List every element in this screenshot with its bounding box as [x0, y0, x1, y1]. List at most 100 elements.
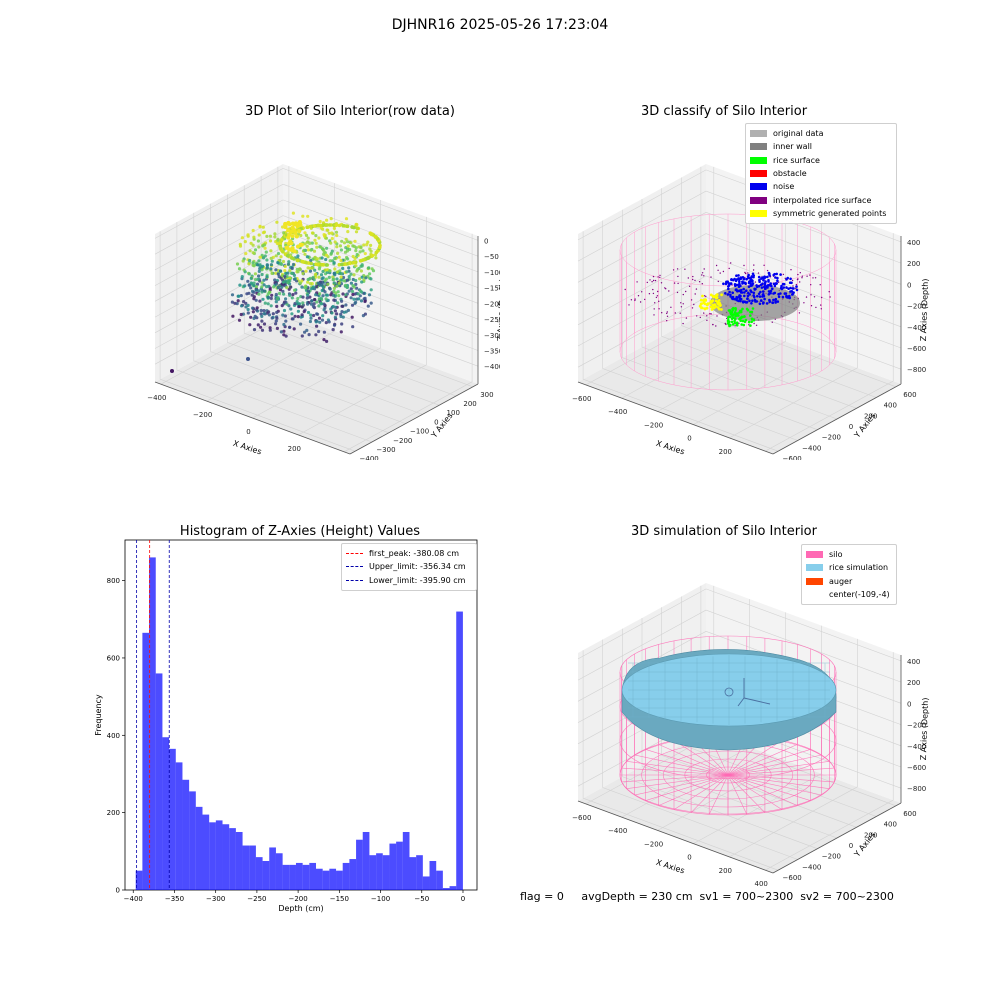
cls-z-gridline	[577, 190, 902, 264]
simulation-3d-plot: −600−400−2000200400−600−400−200020040060…	[572, 583, 930, 888]
raw-data-point	[340, 262, 344, 267]
raw-data-point	[358, 294, 362, 298]
sim-center-marker	[724, 687, 734, 697]
hist-bar	[295, 862, 303, 890]
cls-interpolated-point	[701, 272, 704, 274]
raw-data-point	[275, 220, 279, 224]
raw-data-point	[254, 285, 258, 289]
cls-rice-surface-point	[727, 316, 730, 319]
cls-interpolated-point	[805, 296, 808, 298]
cls-interpolated-point	[748, 324, 750, 326]
raw-data-point	[260, 281, 264, 285]
cls-interpolated-point	[710, 313, 712, 315]
raw-data-point	[322, 330, 326, 334]
raw-data-point	[354, 282, 358, 286]
raw-z-gridline	[154, 230, 479, 304]
raw-data-point	[373, 234, 378, 239]
raw-data-point	[331, 278, 335, 282]
raw-data-point	[314, 293, 318, 297]
raw-data-point	[288, 239, 293, 244]
cls-interpolated-point	[715, 264, 718, 267]
cls-interpolated-point	[694, 279, 696, 282]
cls-y-tick-label: 200	[864, 412, 877, 420]
cls-interpolated-point	[812, 277, 814, 279]
cls-noise-point	[777, 292, 780, 296]
raw-data-point	[285, 274, 289, 279]
raw-data-point	[355, 269, 359, 273]
raw-data-point	[309, 313, 313, 317]
sim-silo-floor-spoke	[645, 774, 729, 801]
raw-data-point	[334, 230, 339, 234]
cls-noise-point	[743, 294, 746, 298]
raw-data-point	[305, 255, 309, 259]
cls-rice-surface-point	[740, 315, 744, 319]
raw-data-point	[350, 225, 355, 229]
raw-data-point	[370, 232, 374, 236]
raw-data-point	[279, 255, 283, 259]
hist-bar	[369, 855, 377, 890]
raw-data-point	[354, 278, 358, 283]
sim-silo-floor-spoke	[634, 754, 729, 776]
cls-interpolated-point	[814, 277, 817, 279]
raw-data-point	[327, 231, 331, 235]
cls-noise-point	[788, 294, 791, 298]
cls-noise-point	[771, 287, 774, 291]
cls-noise-point	[729, 295, 732, 298]
cls-y-gridline	[641, 199, 838, 420]
classify-legend: original data inner wall rice surface obsta…	[745, 123, 897, 225]
raw-data-point	[328, 287, 332, 291]
hist-bar	[195, 806, 203, 890]
raw-data-point	[318, 292, 322, 296]
cls-noise-point	[765, 302, 769, 305]
cls-interpolated-point	[673, 282, 676, 284]
cls-noise-point	[726, 293, 730, 296]
cls-noise-point	[781, 295, 785, 299]
cls-noise-point	[738, 280, 741, 284]
cls-interpolated-point	[666, 315, 669, 317]
cls-noise-point	[733, 277, 736, 281]
raw-data-point	[282, 333, 286, 337]
raw-data-point	[360, 263, 364, 267]
raw-data-point	[340, 322, 344, 326]
cls-interpolated-point	[654, 279, 657, 282]
raw-data-point	[333, 309, 337, 313]
raw-data-point	[257, 245, 261, 249]
cls-x-gridline	[765, 233, 894, 452]
sim-x-tick-label: 400	[755, 880, 768, 888]
cls-interpolated-point	[639, 301, 642, 303]
cls-interpolated-point	[810, 305, 813, 307]
raw-data-point	[315, 319, 319, 323]
raw-data-point	[315, 300, 319, 304]
cls-legend-label: inner wall	[773, 142, 813, 152]
cls-noise-point	[750, 302, 753, 305]
cls-noise-point	[776, 300, 780, 303]
hist-bar	[382, 855, 390, 890]
cls-z-tick-label: 400	[907, 239, 920, 247]
cls-z-tick-label: 200	[907, 260, 920, 268]
cls-interpolated-point	[717, 269, 719, 271]
raw-y-gridline	[243, 185, 440, 406]
raw-data-point	[315, 285, 319, 289]
cls-noise-point	[772, 292, 775, 295]
cls-rice-surface-point	[732, 316, 735, 320]
raw-data-point	[265, 263, 269, 267]
hist-bar	[149, 557, 156, 890]
raw-data-point	[322, 302, 326, 306]
raw-data-point	[294, 291, 298, 295]
raw-data-point	[276, 272, 280, 276]
sim-x-tick-label: −200	[644, 840, 663, 848]
raw-data-point	[306, 302, 310, 306]
cls-interpolated-point	[801, 275, 803, 277]
cls-interpolated-point	[799, 272, 801, 274]
hist-y-tick-label: 800	[107, 577, 120, 585]
cls-y-tick-label: −600	[783, 455, 802, 460]
cls-noise-point	[737, 274, 740, 277]
raw-data-point	[263, 243, 267, 247]
raw-data-point	[288, 269, 292, 273]
raw-data-point	[304, 285, 308, 289]
raw-data-point	[308, 282, 312, 286]
cls-rice-surface-point	[751, 307, 755, 310]
raw-data-point	[261, 297, 265, 301]
cls-z-tick-label: −200	[907, 303, 926, 311]
raw-data-point	[334, 305, 338, 309]
